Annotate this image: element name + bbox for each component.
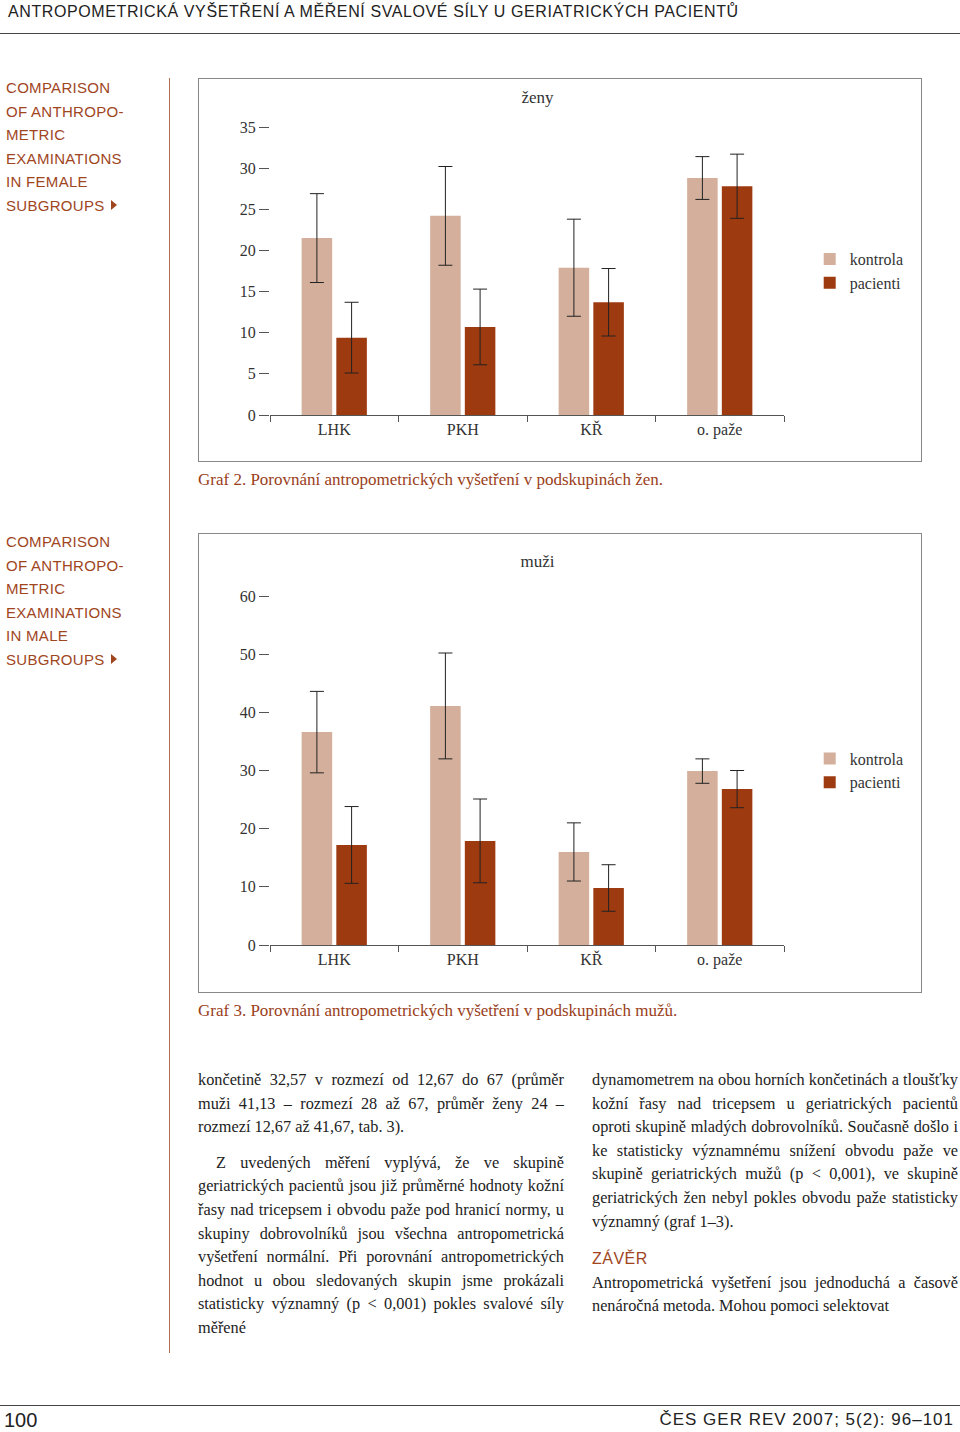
html-text:IN FEMALE: IN FEMALE [6,173,88,190]
svg-text:pacienti: pacienti [850,774,901,792]
svg-text:15: 15 [240,283,256,300]
html-text:EXAMINATIONS: EXAMINATIONS [6,149,122,167]
html-text:dynamometrem na obou horních k: dynamometrem na obou horních končetinách… [592,1070,958,1231]
svg-text:20: 20 [240,242,256,259]
html-text:končetině 32,57 v rozmezí od 1: končetině 32,57 v rozmezí od 12,67 do 67… [198,1070,564,1137]
html-text:Antropometrická vyšetření jsou: Antropometrická vyšetření jsou jednoduch… [592,1272,958,1316]
svg-text:PKH: PKH [447,951,479,968]
html-text:Graf 2. Porovnání antropometri: Graf 2. Porovnání antropometrických vyše… [198,470,663,489]
html-text:Graf 3. Porovnání antropometri: Graf 3. Porovnání antropometrických vyše… [198,1001,678,1020]
svg-text:40: 40 [240,704,256,721]
svg-text:muži: muži [521,552,555,571]
svg-text:kontrola: kontrola [850,751,903,768]
svg-text:kontrola: kontrola [850,251,903,268]
svg-text:KŘ: KŘ [580,420,603,438]
html-text:ANTROPOMETRICKÁ VYŠETŘENÍ A MĚ: ANTROPOMETRICKÁ VYŠETŘENÍ A MĚŘENÍ SVALO… [8,3,739,20]
svg-text:o. paže: o. paže [697,951,742,969]
html-text:100: 100 [4,1409,38,1431]
html-text:COMPARISON: COMPARISON [6,533,111,550]
svg-text:60: 60 [240,588,256,605]
html-text:METRIC: METRIC [6,126,66,143]
svg-text:PKH: PKH [447,421,479,438]
svg-text:0: 0 [248,937,256,954]
svg-text:20: 20 [240,820,256,837]
html-text:COMPARISON: COMPARISON [6,79,111,96]
svg-text:50: 50 [240,646,256,663]
svg-text:0: 0 [248,407,256,424]
svg-text:10: 10 [240,878,256,895]
svg-text:ženy: ženy [521,88,554,107]
svg-text:o. paže: o. paže [697,421,742,439]
html-text:EXAMINATIONS: EXAMINATIONS [6,603,122,621]
svg-text:10: 10 [240,324,256,341]
html-text:IN MALE: IN MALE [6,627,69,644]
html-text:OF ANTHROPO-: OF ANTHROPO- [6,556,124,574]
svg-text:pacienti: pacienti [850,275,901,293]
html-text:ČES GER REV 2007; 5(2): 96–101: ČES GER REV 2007; 5(2): 96–101 [659,1410,954,1429]
svg-text:LHK: LHK [318,951,351,968]
html-text:OF ANTHROPO-: OF ANTHROPO- [6,102,124,120]
html-text:Z uvedených měření vyplývá, že: Z uvedených měření vyplývá, že ve skupin… [198,1152,564,1337]
svg-text:30: 30 [240,762,256,779]
html-text:SUBGROUPS: SUBGROUPS [6,196,105,214]
svg-text:5: 5 [248,365,256,382]
svg-text:30: 30 [240,160,256,177]
html-text:ZÁVĚR: ZÁVĚR [592,1250,648,1268]
svg-text:35: 35 [240,119,256,136]
svg-text:KŘ: KŘ [580,950,603,968]
html-text:METRIC: METRIC [6,580,66,597]
svg-text:LHK: LHK [318,421,351,438]
svg-text:25: 25 [240,201,256,218]
html-text:SUBGROUPS: SUBGROUPS [6,650,105,668]
